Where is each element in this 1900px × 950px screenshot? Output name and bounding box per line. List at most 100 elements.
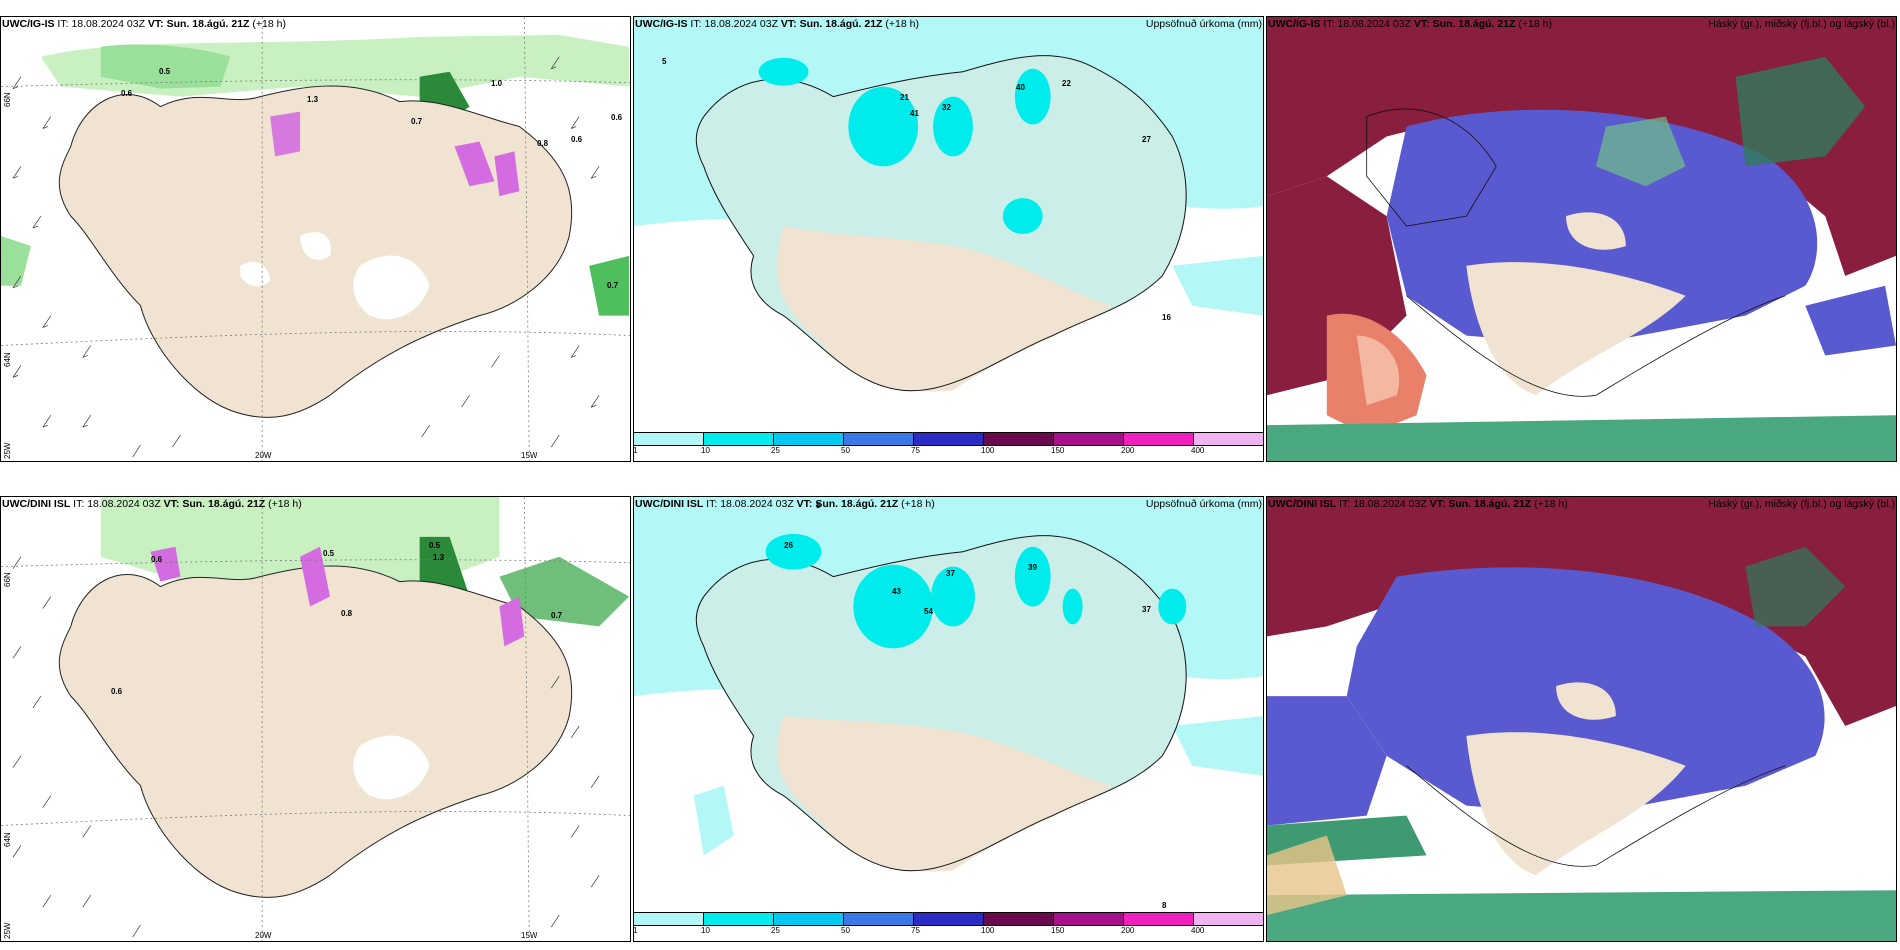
map-panel-bottom-right xyxy=(1266,496,1897,942)
panel-header-top-left: UWC/IG-IS IT: 18.08.2024 03Z VT: Sun. 18… xyxy=(2,16,633,32)
precip-accum-map xyxy=(634,17,1263,461)
precip-colorbar-top: 1 10 25 50 75 100 150 200 400 xyxy=(633,432,1264,456)
vt-value: Sun. 18.ágú. 21Z xyxy=(799,18,883,30)
colorbar-tick: 200 xyxy=(1121,446,1135,455)
swatch xyxy=(844,913,914,925)
wind-value: 0.8 xyxy=(537,139,549,148)
swatch xyxy=(1194,913,1263,925)
colorbar-tick: 100 xyxy=(981,446,995,455)
colorbar-swatches xyxy=(633,912,1264,926)
it-label: IT: xyxy=(1323,18,1335,30)
it-value: 18.08.2024 03Z xyxy=(87,498,161,510)
wind-value: 1.3 xyxy=(307,95,319,104)
wind-value: 0.6 xyxy=(121,89,133,98)
precip-value: 54 xyxy=(924,607,933,616)
colorbar-tick: 50 xyxy=(841,926,850,935)
field-title: Háský (gr.), miðský (fj.bl.) og lágský (… xyxy=(1708,18,1895,30)
colorbar-tick: 150 xyxy=(1051,926,1065,935)
swatch xyxy=(1194,433,1263,445)
lead-time: (+18 h) xyxy=(885,18,919,30)
swatch xyxy=(914,913,984,925)
vt-label: VT: xyxy=(796,498,813,510)
it-value: 18.08.2024 03Z xyxy=(704,18,778,30)
swatch xyxy=(704,913,774,925)
lat-label-66: 66N xyxy=(3,92,12,107)
wind-value: 0.5 xyxy=(429,541,441,550)
wind-value: 0.6 xyxy=(571,135,583,144)
wind-value: 0.7 xyxy=(607,281,619,290)
panel-header-bottom-left: UWC/DINI ISL IT: 18.08.2024 03Z VT: Sun.… xyxy=(2,496,633,512)
precip-value: 27 xyxy=(1142,135,1151,144)
precip-value: 21 xyxy=(900,93,909,102)
map-panel-bottom-middle: 8 26 43 37 54 39 37 8 xyxy=(633,496,1264,942)
precip-value: 16 xyxy=(1162,313,1171,322)
field-title: Uppsöfnuð úrkoma (mm) xyxy=(1145,18,1262,30)
wind-value: 0.6 xyxy=(111,687,123,696)
swatch xyxy=(1054,913,1124,925)
model-name: UWC/IG-IS xyxy=(635,18,688,30)
vt-label: VT: xyxy=(163,498,180,510)
colorbar-tick: 75 xyxy=(911,446,920,455)
colorbar-swatches xyxy=(633,432,1264,446)
it-value: 18.08.2024 03Z xyxy=(1353,498,1427,510)
swatch xyxy=(774,433,844,445)
colorbar-tick: 100 xyxy=(981,926,995,935)
precip-value: 26 xyxy=(784,541,793,550)
lon-label-25: 25W xyxy=(3,442,12,459)
field-title: Uppsöfnuð úrkoma (mm) xyxy=(1145,498,1262,510)
precip-value: 37 xyxy=(946,569,955,578)
wind-value: 0.7 xyxy=(551,611,563,620)
field-title: Háský (gr.), miðský (fj.bl.) og lágský (… xyxy=(1708,498,1895,510)
wind-value: 0.8 xyxy=(341,609,353,618)
lat-label-64: 64N xyxy=(3,832,12,847)
it-value: 18.08.2024 03Z xyxy=(71,18,145,30)
lon-label-25: 25W xyxy=(3,922,12,939)
lon-label-20: 20W xyxy=(255,931,272,940)
vt-value: Sun. 18.ágú. 21Z xyxy=(1432,18,1516,30)
it-label: IT: xyxy=(73,498,85,510)
colorbar-tick: 150 xyxy=(1051,446,1065,455)
swatch xyxy=(1054,433,1124,445)
colorbar-tick: 1 xyxy=(633,446,638,455)
swatch xyxy=(984,433,1054,445)
precip-value: 5 xyxy=(662,57,667,66)
precip-colorbar-bottom: 1 10 25 50 75 100 150 200 400 xyxy=(633,912,1264,936)
vt-label: VT: xyxy=(147,18,164,30)
colorbar-tick: 25 xyxy=(771,446,780,455)
map-panel-bottom-left: 66N 64N 25W 20W 15W 0.6 0.5 0.8 1.3 0.5 … xyxy=(0,496,631,942)
colorbar-tick: 50 xyxy=(841,446,850,455)
vt-value: Sun. 18.ágú. 21Z xyxy=(166,18,250,30)
model-name: UWC/DINI ISL xyxy=(2,498,71,510)
lead-time: (+18 h) xyxy=(252,18,286,30)
wind-value: 1.3 xyxy=(433,553,445,562)
colorbar-tick: 25 xyxy=(771,926,780,935)
panel-header-top-middle: UWC/IG-IS IT: 18.08.2024 03Z VT: Sun. 18… xyxy=(635,16,1266,32)
map-panel-top-right xyxy=(1266,16,1897,462)
panel-header-bottom-middle: UWC/DINI ISL IT: 18.08.2024 03Z VT: Sun.… xyxy=(635,496,1266,512)
cloud-cover-map xyxy=(1267,497,1896,941)
swatch xyxy=(984,913,1054,925)
swatch xyxy=(634,433,704,445)
colorbar-tick: 200 xyxy=(1121,926,1135,935)
cloud-cover-map xyxy=(1267,17,1896,461)
lead-time: (+18 h) xyxy=(1534,498,1568,510)
lon-label-20: 20W xyxy=(255,451,272,460)
lead-time: (+18 h) xyxy=(1518,18,1552,30)
panel-header-top-right: UWC/IG-IS IT: 18.08.2024 03Z VT: Sun. 18… xyxy=(1268,16,1899,32)
colorbar-tick: 400 xyxy=(1191,926,1205,935)
swatch xyxy=(1124,913,1194,925)
swatch xyxy=(634,913,704,925)
vt-value: Sun. 18.ágú. 21Z xyxy=(815,498,899,510)
vt-label: VT: xyxy=(1429,498,1446,510)
it-label: IT: xyxy=(1339,498,1351,510)
vt-label: VT: xyxy=(780,18,797,30)
model-name: UWC/DINI ISL xyxy=(635,498,704,510)
wind-value: 0.6 xyxy=(151,555,163,564)
map-panel-top-middle: 5 21 41 32 40 22 27 16 xyxy=(633,16,1264,462)
wind-barb-map xyxy=(1,17,630,461)
map-panel-top-left: 66N 64N 25W 20W 15W 0.6 0.5 1.3 0.7 1.0 … xyxy=(0,16,631,462)
swatch xyxy=(914,433,984,445)
model-name: UWC/IG-IS xyxy=(1268,18,1321,30)
it-value: 18.08.2024 03Z xyxy=(1337,18,1411,30)
colorbar-ticks: 1 10 25 50 75 100 150 200 400 xyxy=(633,446,1264,456)
